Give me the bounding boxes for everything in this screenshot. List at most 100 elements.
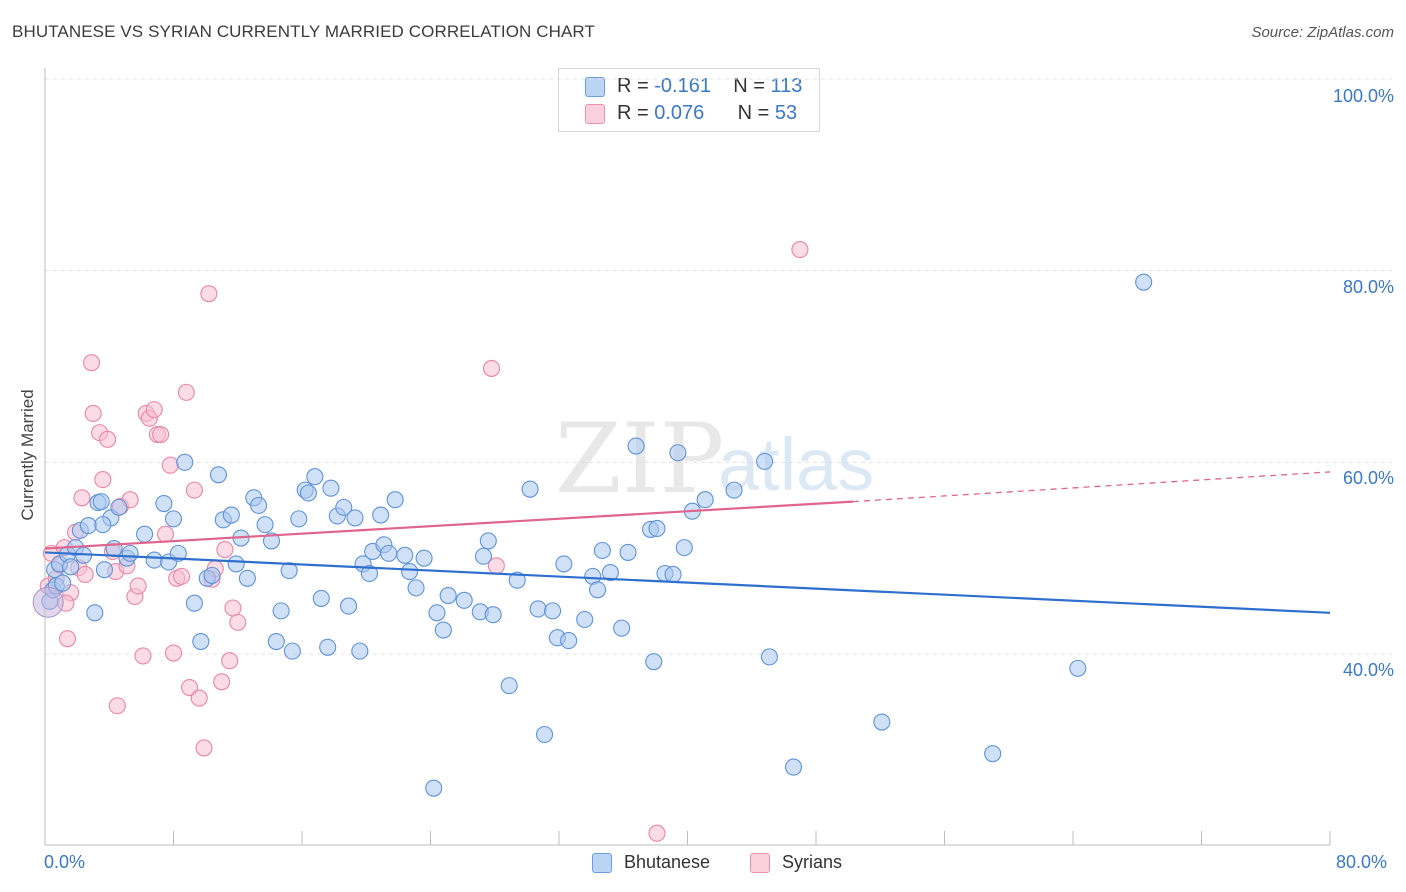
syrian-point (58, 630, 77, 648)
bhutanese-point (675, 539, 693, 557)
bhutanese-point (272, 602, 290, 620)
bhutanese-point (155, 494, 173, 513)
bhutanese-point (756, 452, 774, 470)
bhutanese-point (1069, 659, 1087, 677)
bhutanese-point (340, 597, 358, 615)
bhutanese-point (192, 632, 210, 651)
bottom-legend-label-bhutanese: Bhutanese (624, 852, 711, 872)
bhutanese-point (434, 621, 452, 639)
bhutanese-point (396, 546, 414, 564)
syrian-point (108, 697, 126, 715)
bhutanese-point (529, 600, 547, 618)
legend-r-value-syrians: 0.076 (654, 102, 705, 124)
bhutanese-point (386, 491, 404, 509)
syrian-point (73, 489, 91, 507)
y-tick-label: 40.0% (1342, 660, 1394, 680)
bhutanese-point (784, 758, 803, 776)
cluster-point (32, 586, 64, 618)
bhutanese-point (555, 555, 573, 573)
bhutanese-point (984, 745, 1002, 763)
syrian-point (152, 425, 170, 444)
bhutanese-point (319, 638, 337, 656)
bhutanese-point (725, 481, 743, 499)
bhutanese-point (1135, 273, 1153, 291)
x-tick-label: 80.0% (1336, 852, 1388, 872)
bhutanese-point (312, 589, 330, 607)
bhutanese-point (627, 437, 645, 455)
bhutanese-point (544, 602, 562, 620)
bhutanese-point (203, 566, 221, 584)
syrian-point (185, 481, 203, 499)
syrian-point (172, 567, 191, 585)
bhutanese-point (521, 480, 539, 498)
legend-r-value-bhutanese: -0.161 (654, 75, 711, 97)
syrian-point (129, 577, 147, 595)
legend-n-label: N = (737, 102, 770, 124)
syrian-point (145, 401, 163, 419)
bhutanese-point (401, 563, 419, 581)
syrian-point (190, 689, 208, 707)
syrian-point (213, 673, 231, 691)
bhutanese-point (280, 562, 298, 580)
legend-r-label: R = (617, 75, 649, 97)
bhutanese-point (185, 594, 203, 612)
bhutanese-point (86, 604, 104, 622)
bhutanese-point (500, 677, 518, 695)
bhutanese-point (613, 619, 631, 637)
legend-n-value-bhutanese: 113 (770, 75, 803, 97)
bhutanese-point (428, 604, 446, 622)
bhutanese-point (54, 574, 72, 592)
syrian-point (161, 456, 179, 474)
bhutanese-point (560, 632, 578, 650)
bhutanese-point (262, 532, 281, 550)
bhutanese-point (227, 555, 245, 573)
axes (44, 68, 1331, 846)
bhutanese-point (267, 632, 285, 651)
bhutanese-point (648, 519, 666, 538)
bhutanese-point (351, 642, 369, 660)
bhutanese-point (601, 563, 619, 582)
bhutanese-trend-line (44, 551, 1331, 614)
source-label: Source: ZipAtlas.com (1251, 24, 1394, 41)
syrian-point (156, 525, 175, 543)
bhutanese-point (479, 532, 497, 550)
bhutanese-point (439, 586, 457, 605)
bhutanese-point (169, 544, 187, 562)
trend-lines (44, 471, 1331, 614)
bhutanese-point (474, 547, 493, 565)
bhutanese-point (593, 541, 611, 560)
syrian-point (84, 404, 102, 423)
bhutanese-point (407, 579, 425, 597)
bhutanese-point (92, 493, 110, 511)
bottom-legend-swatch-bhutanese (592, 853, 612, 873)
watermark-zip: ZIP (555, 403, 724, 515)
bhutanese-point (576, 610, 594, 629)
bhutanese-point (283, 642, 301, 660)
y-tick-label: 100.0% (1332, 86, 1394, 106)
syrian-point (99, 430, 117, 448)
bhutanese-point (145, 551, 163, 569)
legend-swatch-bhutanese (585, 77, 605, 97)
bhutanese-point (299, 484, 317, 502)
syrian-point (134, 647, 152, 665)
bhutanese-point (79, 517, 97, 535)
bhutanese-point (176, 453, 194, 471)
bhutanese-point (306, 468, 324, 486)
bhutanese-point (696, 491, 714, 509)
syrian-point (164, 644, 183, 662)
bhutanese-point (415, 549, 433, 567)
watermark: ZIP atlas (555, 403, 874, 515)
grid (45, 78, 1392, 655)
syrian-point (216, 540, 234, 559)
bhutanese-point (588, 581, 607, 599)
bhutanese-point (380, 544, 398, 562)
bhutanese-point (619, 543, 637, 561)
bhutanese-point (94, 516, 112, 534)
bhutanese-point (873, 713, 891, 731)
bhutanese-point (136, 525, 154, 543)
bhutanese-point (121, 544, 139, 562)
bhutanese-point (360, 564, 379, 583)
bottom-legend-swatch-syrians (750, 853, 770, 873)
bhutanese-point (322, 479, 340, 497)
bhutanese-point (535, 725, 554, 744)
